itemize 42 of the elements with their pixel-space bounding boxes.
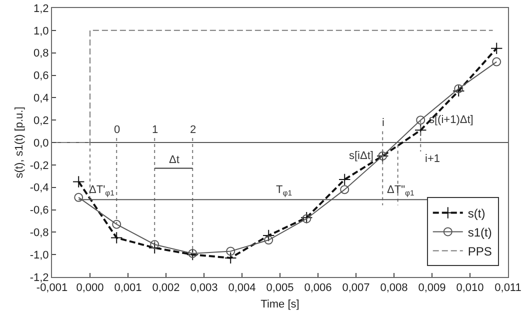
x-axis-title: Time [s] [260,298,300,310]
legend-label: s1(t) [468,225,492,240]
annotation: s[(i+1)Δt] [429,114,474,126]
x-tick-label: 0,010 [456,282,484,294]
annotation: 2 [190,124,196,136]
annotation: s[iΔt] [349,150,374,162]
annotation: 1 [152,124,158,136]
y-tick-label: -1,2 [30,272,49,284]
x-tick-label: 0,000 [76,282,104,294]
annotation: T$_{φ1}$ [276,184,292,198]
annotation: i+1 [425,153,440,165]
x-tick-label: 0,002 [152,282,180,294]
y-tick-label: -1,0 [30,249,49,262]
y-tick-label: 0,2 [34,114,49,127]
annotation: Δt [169,154,180,166]
annotation: i [382,117,384,129]
annotation: ΔT"$_{φ1}$ [387,184,414,198]
x-tick-label: 0,011 [494,282,522,294]
x-tick-label: 0,004 [228,282,256,294]
x-tick-label: 0,009 [418,282,446,294]
y-tick-label: -0,2 [30,160,49,172]
x-tick-label: 0,006 [304,282,332,294]
y-tick-label: -0,8 [30,227,49,240]
y-tick-label: -0,6 [30,204,49,217]
x-tick-label: -0,001 [36,282,68,294]
x-tick-label: 0,007 [342,282,370,294]
x-tick-label: 0,003 [190,282,218,294]
y-axis-title: s(t), s1(t) [p.u.] [13,106,26,178]
x-tick-label: 0,008 [380,282,408,294]
annotation: ΔT'$_{φ1}$ [89,184,114,198]
y-tick-label: -0,4 [30,182,49,194]
y-tick-label: 0,8 [34,48,49,60]
y-tick-label: 0,0 [34,137,49,150]
y-tick-label: 1,0 [34,25,49,38]
y-tick-label: 0,6 [34,70,49,82]
legend-label: s(t) [468,206,486,220]
y-tick-label: 0,4 [34,92,49,105]
x-tick-label: 0,005 [266,282,294,294]
y-tick-label: 1,2 [34,2,49,15]
x-tick-label: 0,001 [114,282,142,294]
legend-label: PPS [468,244,492,258]
annotation: 0 [114,124,120,136]
